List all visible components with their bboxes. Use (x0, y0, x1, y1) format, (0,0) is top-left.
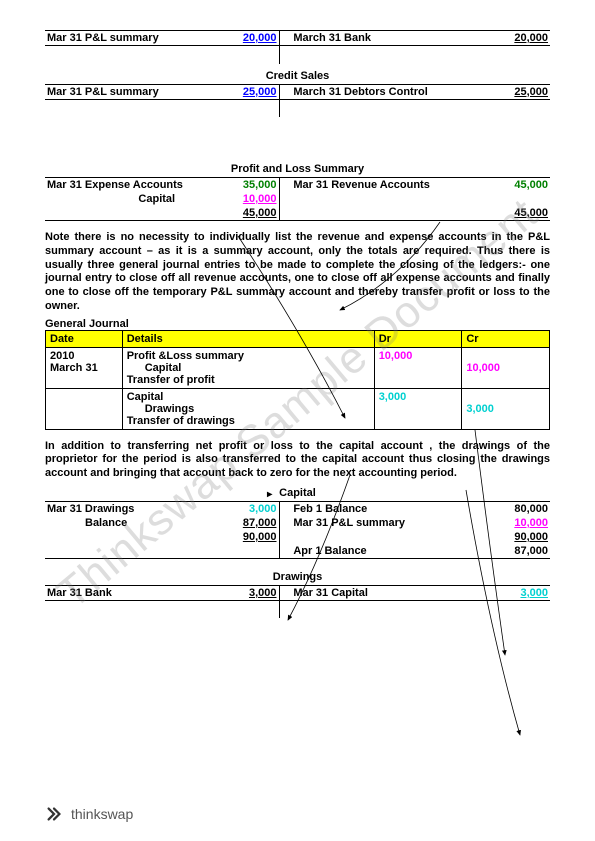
cash-sales-right-value: 20,000 (514, 32, 548, 44)
footer-text: thinkswap (71, 806, 133, 822)
t-account-pl-summary: Mar 31 Expense Accounts 35,000 Mar 31 Re… (45, 177, 550, 221)
pl-left-value2: 10,000 (243, 193, 277, 205)
drawings-title: Drawings (45, 569, 550, 585)
gj-r1-l2: Capital (127, 362, 182, 374)
draw-l-label: Mar 31 Bank (45, 585, 205, 600)
gj-header-details: Details (122, 330, 374, 347)
pl-summary-title: Profit and Loss Summary (45, 161, 550, 177)
pl-left-total: 45,000 (243, 207, 277, 219)
cap-r2-label: Mar 31 P&L summary (291, 516, 476, 530)
draw-r-val: 3,000 (520, 587, 548, 599)
gj-r1-date: March 31 (50, 362, 98, 374)
t-account-drawings: Mar 31 Bank 3,000 Mar 31 Capital 3,000 (45, 585, 550, 619)
pl-right-total: 45,000 (514, 207, 548, 219)
pl-left-label2: Capital (45, 192, 205, 206)
thinkswap-logo-icon (45, 805, 63, 823)
credit-sales-title: Credit Sales (45, 68, 550, 84)
gj-r1-year: 2010 (50, 350, 74, 362)
cap-l1-val: 3,000 (249, 503, 277, 515)
cash-sales-left-label: Mar 31 P&L summary (45, 31, 205, 46)
document-page: Mar 31 P&L summary 20,000 March 31 Bank … (0, 0, 595, 841)
credit-sales-right-value: 25,000 (514, 86, 548, 98)
cap-l2-label: Balance (45, 516, 205, 530)
gj-header-date: Date (46, 330, 123, 347)
draw-r-label: Mar 31 Capital (291, 585, 476, 600)
pl-left-value1: 35,000 (243, 179, 277, 191)
credit-sales-left-label: Mar 31 P&L summary (45, 84, 205, 99)
pl-right-label1: Mar 31 Revenue Accounts (291, 178, 476, 193)
credit-sales-left-value: 25,000 (243, 86, 277, 98)
draw-l-val: 3,000 (249, 587, 277, 599)
t-account-capital: Mar 31 Drawings 3,000 Feb 1 Balance 80,0… (45, 501, 550, 559)
cash-sales-left-value: 20,000 (243, 32, 277, 44)
gj-header-dr: Dr (374, 330, 462, 347)
gj-r2-l1: Capital (127, 391, 164, 403)
cap-l2-val: 87,000 (243, 517, 277, 529)
cap-r3-label: Apr 1 Balance (291, 544, 476, 559)
footer: thinkswap (45, 805, 133, 823)
cap-l-total: 90,000 (243, 531, 277, 543)
gj-r1-cr: 10,000 (466, 362, 500, 374)
t-account-cash-sales: Mar 31 P&L summary 20,000 March 31 Bank … (45, 30, 550, 64)
cap-r3-val: 87,000 (476, 544, 550, 559)
cap-r1-label: Feb 1 Balance (291, 501, 476, 516)
pl-left-label1: Mar 31 Expense Accounts (45, 178, 205, 193)
cap-r-total: 90,000 (514, 531, 548, 543)
cap-l1-label: Mar 31 Drawings (45, 501, 205, 516)
pl-right-value1: 45,000 (514, 179, 548, 191)
cash-sales-right-label: March 31 Bank (291, 31, 476, 46)
gj-r2-l2: Drawings (127, 403, 195, 415)
gj-r1-dr: 10,000 (379, 350, 413, 362)
gj-header-cr: Cr (462, 330, 550, 347)
general-journal-table: Date Details Dr Cr 2010 March 31 Profit … (45, 330, 550, 430)
gj-r2-l3: Transfer of drawings (127, 415, 235, 427)
t-account-credit-sales: Mar 31 P&L summary 25,000 March 31 Debto… (45, 84, 550, 118)
gj-row-1: 2010 March 31 Profit &Loss summary Capit… (46, 347, 550, 388)
gj-r1-l1: Profit &Loss summary (127, 350, 244, 362)
cap-r1-val: 80,000 (476, 501, 550, 516)
gj-r2-dr: 3,000 (379, 391, 407, 403)
gj-row-2: Capital Drawings Transfer of drawings 3,… (46, 388, 550, 429)
note-paragraph-2: In addition to transferring net profit o… (45, 440, 550, 481)
note-paragraph-1: Note there is no necessity to individual… (45, 231, 550, 314)
credit-sales-right-label: March 31 Debtors Control (291, 84, 476, 99)
general-journal-heading: General Journal (45, 318, 550, 330)
gj-r1-l3: Transfer of profit (127, 374, 215, 386)
gj-r2-cr: 3,000 (466, 403, 494, 415)
cap-r2-val: 10,000 (514, 517, 548, 529)
capital-title: ▸ Capital (45, 485, 550, 501)
